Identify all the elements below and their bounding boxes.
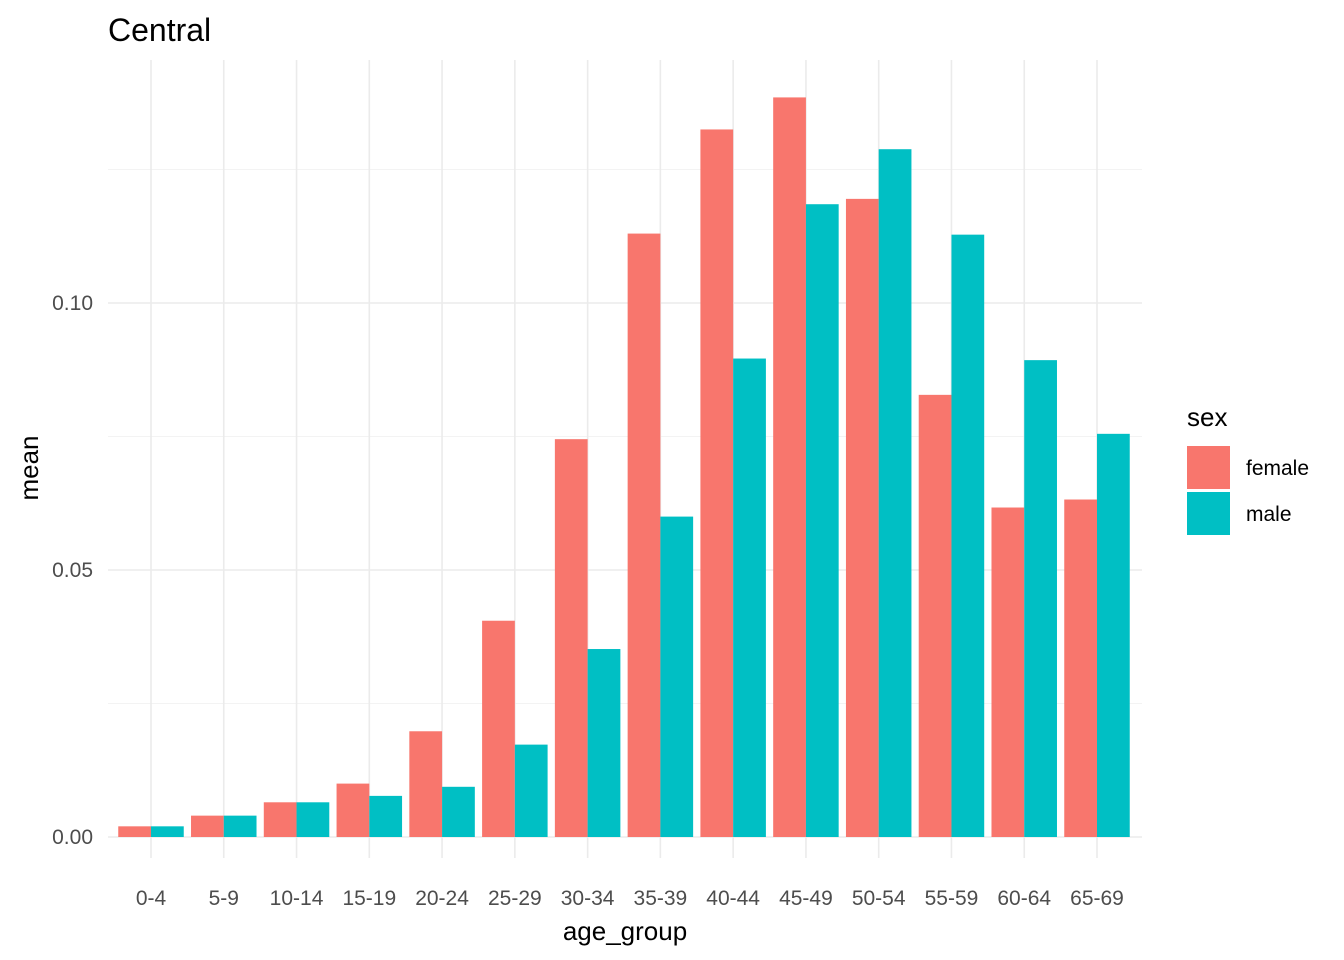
y-tick-label: 0.05 xyxy=(52,559,93,582)
x-tick-label: 5-9 xyxy=(209,887,239,910)
bar-male-45-49 xyxy=(805,204,839,837)
x-tick-label: 30-34 xyxy=(561,887,615,910)
bar-male-40-44 xyxy=(733,358,766,837)
bar-male-10-14 xyxy=(296,802,330,837)
bar-female-20-24 xyxy=(409,731,443,837)
x-tick-label: 0-4 xyxy=(136,887,167,910)
x-axis-title: age_group xyxy=(563,916,687,946)
bar-female-40-44 xyxy=(700,129,734,837)
y-tick-label: 0.00 xyxy=(52,826,93,849)
bar-male-20-24 xyxy=(442,786,475,837)
y-axis-title: mean xyxy=(14,435,44,500)
bar-female-45-49 xyxy=(773,97,806,837)
bars xyxy=(118,97,1130,837)
x-tick-label: 25-29 xyxy=(488,887,542,910)
bar-male-15-19 xyxy=(369,795,403,837)
legend-label-female: female xyxy=(1246,457,1309,480)
bar-male-5-9 xyxy=(223,815,257,837)
bar-male-35-39 xyxy=(660,516,694,837)
bar-female-25-29 xyxy=(482,620,515,837)
bar-female-50-54 xyxy=(845,198,879,837)
legend-title: sex xyxy=(1187,402,1227,432)
x-tick-label: 10-14 xyxy=(270,887,324,910)
bar-male-55-59 xyxy=(951,234,985,837)
bar-female-35-39 xyxy=(627,233,661,837)
bar-female-10-14 xyxy=(263,802,297,837)
axes: 0.00 0.05 0.10 0-4 5-9 10-14 15-19 20-24 25-29 30… xyxy=(52,292,1124,910)
x-tick-label: 60-64 xyxy=(997,887,1051,910)
legend-label-male: male xyxy=(1246,503,1292,526)
bar-male-25-29 xyxy=(514,744,548,837)
bar-female-15-19 xyxy=(336,783,370,837)
bar-male-50-54 xyxy=(878,149,912,837)
bar-male-30-34 xyxy=(587,649,621,837)
bar-male-65-69 xyxy=(1097,433,1130,837)
bar-female-65-69 xyxy=(1064,499,1097,837)
bar-female-0-4 xyxy=(118,826,151,837)
x-tick-label: 15-19 xyxy=(342,887,396,910)
x-tick-label: 65-69 xyxy=(1070,887,1124,910)
legend: sex female male xyxy=(1187,402,1309,535)
grid xyxy=(108,60,1142,858)
y-tick-label: 0.10 xyxy=(52,292,93,315)
bar-male-0-4 xyxy=(151,826,184,837)
x-tick-label: 55-59 xyxy=(925,887,979,910)
chart-title: Central xyxy=(108,12,211,48)
x-tick-label: 40-44 xyxy=(706,887,760,910)
bar-male-60-64 xyxy=(1024,360,1057,837)
bar-female-60-64 xyxy=(991,507,1025,837)
x-tick-label: 20-24 xyxy=(415,887,469,910)
x-tick-label: 45-49 xyxy=(779,887,833,910)
legend-key-female xyxy=(1187,446,1230,489)
bar-female-30-34 xyxy=(554,439,588,837)
bar-female-5-9 xyxy=(191,815,224,837)
x-tick-label: 50-54 xyxy=(852,887,906,910)
x-tick-label: 35-39 xyxy=(634,887,688,910)
bar-female-55-59 xyxy=(918,394,952,837)
legend-key-male xyxy=(1187,492,1230,535)
